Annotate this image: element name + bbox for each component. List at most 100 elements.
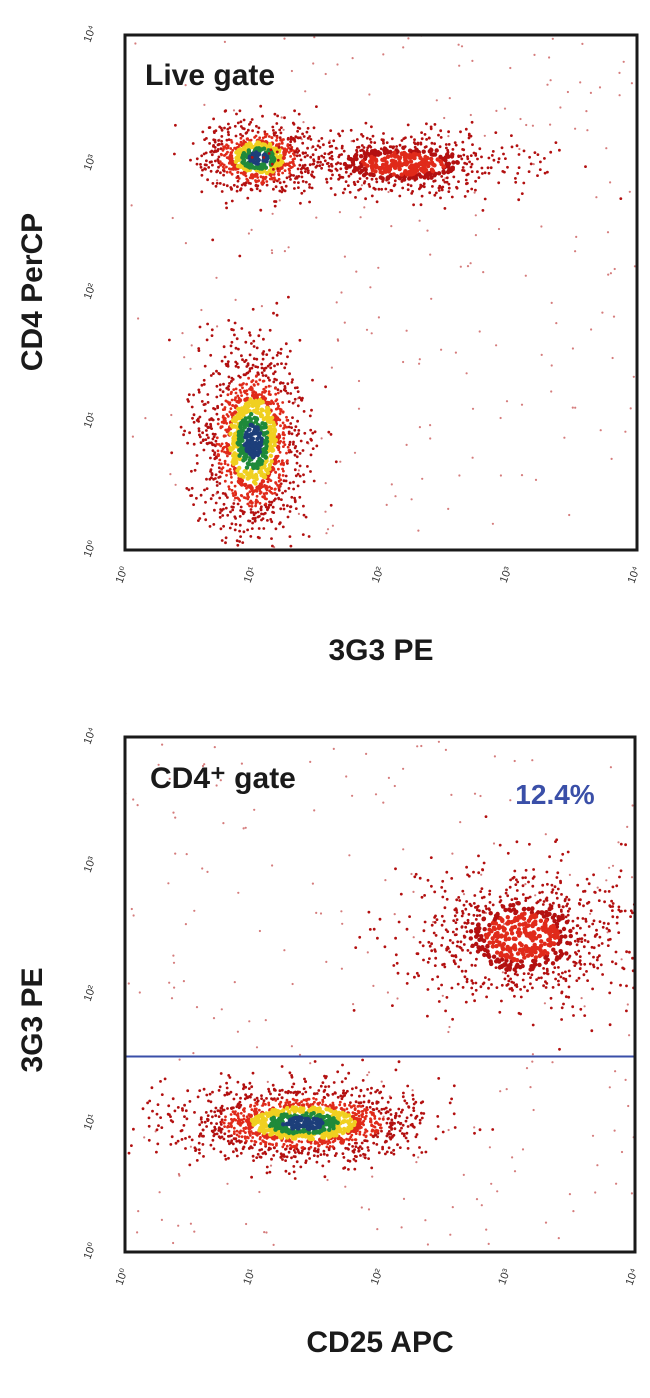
- scatter-point: [201, 1128, 205, 1132]
- scatter-point: [282, 479, 286, 483]
- scatter-point: [606, 231, 610, 234]
- scatter-point: [380, 1096, 384, 1100]
- scatter-point: [289, 1143, 292, 1147]
- scatter-point: [322, 143, 325, 147]
- scatter-point: [607, 928, 611, 932]
- scatter-point: [260, 371, 264, 375]
- scatter-point: [296, 472, 300, 476]
- scatter-point: [391, 1004, 394, 1007]
- scatter-point: [211, 463, 214, 467]
- scatter-point: [218, 475, 222, 479]
- scatter-point: [273, 364, 276, 368]
- scatter-point: [288, 443, 291, 446]
- scatter-point: [437, 189, 441, 192]
- scatter-point: [446, 168, 452, 173]
- scatter-point: [386, 1100, 390, 1104]
- scatter-point: [280, 116, 283, 119]
- scatter-point: [211, 1115, 214, 1119]
- scatter-point: [249, 562, 252, 565]
- scatter-point: [642, 942, 645, 945]
- scatter-point: [288, 349, 292, 353]
- scatter-point: [382, 141, 385, 145]
- scatter-point: [466, 157, 470, 161]
- scatter-point: [201, 438, 205, 442]
- scatter-point: [365, 328, 369, 331]
- scatter-point: [367, 1071, 371, 1074]
- scatter-point: [509, 799, 512, 802]
- scatter-point: [244, 373, 247, 377]
- scatter-point: [377, 1109, 381, 1113]
- scatter-point: [316, 1148, 320, 1151]
- scatter-point: [435, 99, 438, 102]
- scatter-point: [567, 969, 571, 973]
- scatter-point: [429, 424, 432, 427]
- scatter-point: [609, 272, 613, 275]
- scatter-point: [442, 919, 446, 923]
- scatter-point: [260, 1097, 263, 1100]
- scatter-point: [267, 152, 271, 155]
- scatter-point: [457, 965, 461, 969]
- scatter-point: [265, 183, 269, 187]
- scatter-point: [284, 1101, 288, 1105]
- scatter-point: [281, 1158, 284, 1161]
- scatter-point: [276, 402, 280, 406]
- scatter-point: [280, 186, 284, 189]
- scatter-point: [436, 975, 440, 979]
- scatter-point: [201, 764, 205, 768]
- scatter-point: [177, 1172, 180, 1176]
- scatter-point: [213, 131, 216, 135]
- scatter-point: [274, 470, 277, 474]
- scatter-point: [612, 315, 616, 318]
- scatter-point: [477, 176, 481, 180]
- scatter-point: [454, 954, 458, 957]
- scatter-point: [242, 1117, 246, 1121]
- scatter-point: [281, 491, 284, 495]
- scatter-point: [418, 362, 421, 365]
- scatter-point: [306, 465, 309, 468]
- scatter-point: [248, 331, 251, 334]
- scatter-point: [258, 1190, 261, 1194]
- scatter-point: [273, 204, 277, 208]
- scatter-point: [381, 139, 385, 143]
- scatter-point: [221, 149, 225, 152]
- scatter-point: [108, 1105, 111, 1108]
- scatter-point: [472, 151, 476, 155]
- scatter-point: [278, 473, 281, 476]
- scatter-point: [243, 1135, 247, 1139]
- scatter-point: [290, 432, 294, 436]
- scatter-point: [243, 360, 247, 363]
- scatter-point: [319, 1121, 324, 1126]
- scatter-point: [187, 400, 190, 403]
- scatter-point: [443, 116, 446, 120]
- scatter-point: [399, 892, 403, 896]
- scatter-point: [257, 334, 261, 338]
- scatter-point: [615, 884, 619, 888]
- scatter-point: [582, 904, 585, 908]
- scatter-point: [633, 265, 637, 268]
- scatter-point: [253, 1104, 256, 1108]
- scatter-point: [323, 152, 327, 156]
- scatter-point: [226, 1139, 230, 1143]
- scatter-point: [284, 1169, 288, 1173]
- scatter-point: [623, 909, 627, 913]
- scatter-point: [273, 377, 277, 381]
- scatter-point: [212, 1017, 216, 1020]
- scatter-point: [329, 129, 333, 133]
- scatter-point: [256, 130, 260, 134]
- scatter-point: [402, 46, 405, 49]
- scatter-point: [339, 1094, 343, 1098]
- scatter-point: [372, 927, 376, 931]
- scatter-point: [412, 1102, 416, 1106]
- scatter-point: [324, 510, 327, 513]
- scatter-point: [260, 1148, 264, 1151]
- scatter-point: [287, 449, 291, 452]
- scatter-point: [385, 141, 389, 145]
- scatter-point: [207, 436, 210, 440]
- scatter-point: [228, 468, 232, 471]
- scatter-point: [289, 137, 293, 141]
- scatter-point: [168, 981, 171, 984]
- scatter-point: [205, 159, 208, 163]
- flow-plot-cd4-gate: CD4⁺ gate 12.4% 3G3 PE CD25 APC 10⁰ 10¹ 10…: [16, 726, 645, 1359]
- scatter-point: [219, 462, 223, 466]
- scatter-point: [297, 175, 301, 178]
